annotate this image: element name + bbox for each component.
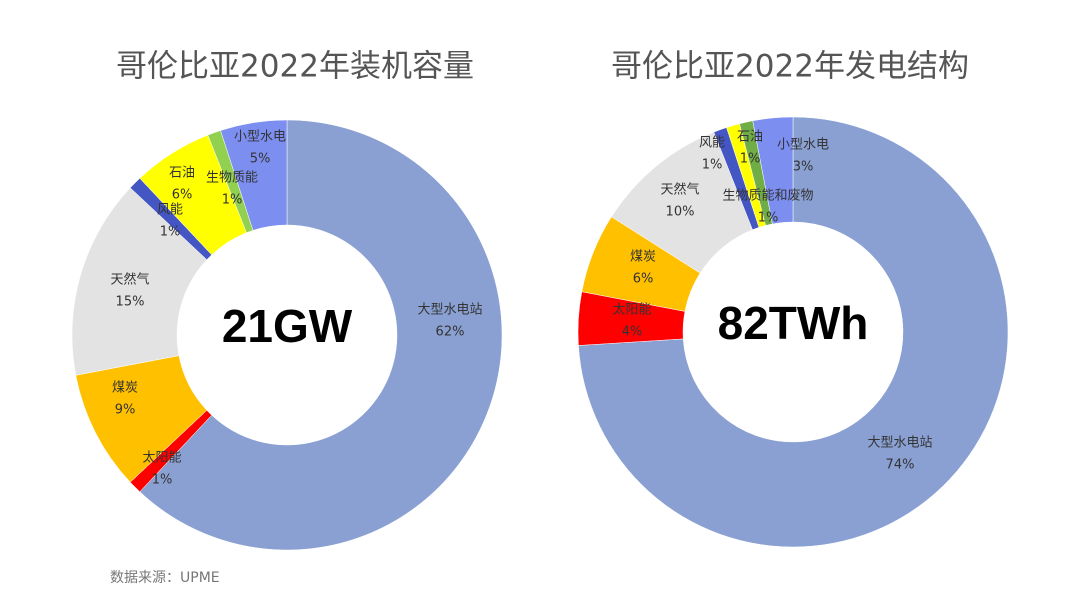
donut-slice <box>752 116 794 225</box>
center-label: 82TWh <box>718 297 869 349</box>
slice-value: 1% <box>758 211 779 226</box>
donut-slice <box>578 116 1009 548</box>
slice-value: 1% <box>152 473 173 488</box>
chart-title: 哥伦比亚2022年发电结构 <box>611 49 969 85</box>
slice-label: 生物质能和废物 <box>722 188 813 204</box>
donut-slice <box>139 119 503 551</box>
chart-title: 哥伦比亚2022年装机容量 <box>116 49 474 85</box>
slice-value: 74% <box>886 458 915 473</box>
slice-label: 煤炭 <box>112 381 138 396</box>
slice-value: 1% <box>740 152 761 167</box>
slice-label: 生物质能 <box>206 171 258 186</box>
slice-value: 1% <box>702 158 723 173</box>
slice-value: 9% <box>115 403 136 418</box>
slice-label: 小型水电 <box>234 130 286 145</box>
slice-label: 太阳能 <box>142 451 181 466</box>
slice-label: 大型水电站 <box>867 436 932 451</box>
slice-value: 3% <box>793 160 814 175</box>
source: 数据来源：UPME <box>110 570 220 586</box>
slice-value: 1% <box>160 225 181 240</box>
slice-label: 风能 <box>699 136 725 151</box>
slice-label: 太阳能 <box>612 303 651 318</box>
slice-label: 石油 <box>737 130 763 145</box>
slice-value: 15% <box>116 295 145 310</box>
slice-value: 1% <box>222 193 243 208</box>
slice-label: 风能 <box>157 203 183 218</box>
slice-value: 62% <box>436 325 465 340</box>
slice-label: 石油 <box>169 166 195 181</box>
slice-value: 4% <box>622 325 643 340</box>
slice-value: 6% <box>172 188 193 203</box>
slice-label: 天然气 <box>110 272 149 288</box>
donut-slice <box>71 187 208 376</box>
slice-value: 6% <box>633 272 654 287</box>
slice-value: 5% <box>250 152 271 167</box>
center-label: 21GW <box>222 300 353 352</box>
slice-value: 10% <box>666 205 695 220</box>
slice-label: 煤炭 <box>630 250 656 265</box>
slice-label: 天然气 <box>660 182 699 198</box>
slice-label: 大型水电站 <box>417 303 482 318</box>
donut-slice <box>220 119 288 231</box>
slice-label: 小型水电 <box>777 138 829 153</box>
